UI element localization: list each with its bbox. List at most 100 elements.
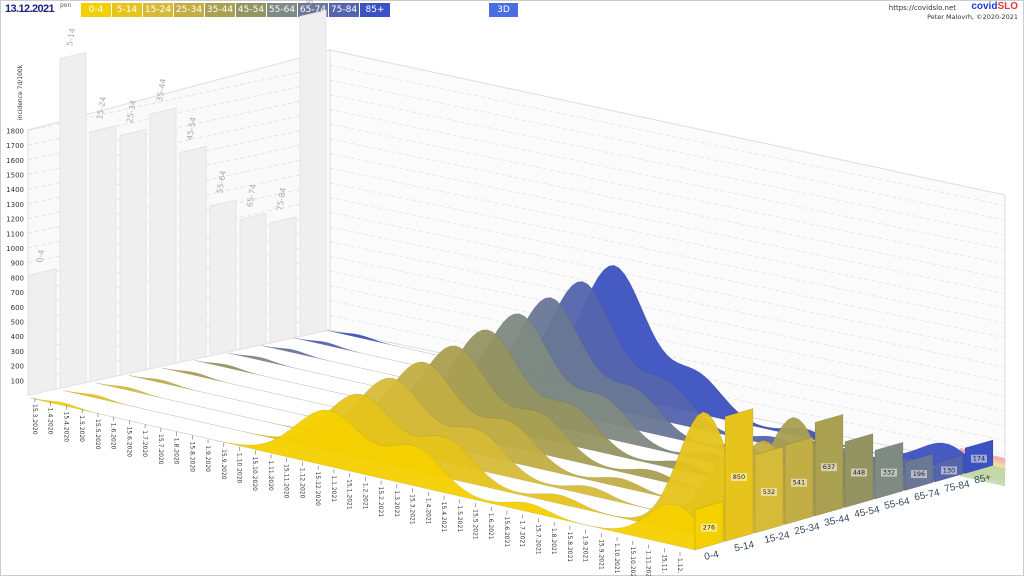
gridline-back bbox=[329, 138, 1006, 280]
legend-button-85+[interactable]: 85+ bbox=[360, 3, 390, 17]
x-tick-label: 15.3.2021 bbox=[409, 494, 416, 525]
y-tick-label: 100 bbox=[11, 377, 24, 385]
x-tick-label: 1.11.2021 bbox=[645, 550, 652, 576]
x-tick-label: 1.10.2021 bbox=[613, 543, 620, 574]
wall-bar-label: 55-64 bbox=[215, 170, 228, 194]
bar-label-bg bbox=[821, 463, 837, 472]
gridline-back bbox=[329, 241, 1006, 383]
x-tick-label: 1.7.2021 bbox=[519, 520, 526, 547]
x-tick-label: 1.10.2020 bbox=[236, 453, 243, 484]
x-tick-label: 1.5.2020 bbox=[78, 415, 85, 442]
wall-bar-label: 85+ bbox=[305, 0, 317, 5]
gridline-back bbox=[329, 109, 1006, 250]
category-label: 25-34 bbox=[793, 521, 821, 537]
report-date: 13.12.2021 bbox=[5, 3, 55, 15]
x-tick-label: 15.11.2020 bbox=[283, 464, 290, 499]
x-tick-label: 1.6.2021 bbox=[487, 513, 494, 540]
wall-bar-15-24 bbox=[89, 125, 117, 383]
wall-bar-label: 75-84 bbox=[275, 187, 288, 211]
x-tick-label: 1.2.2021 bbox=[361, 483, 368, 510]
gridline-back bbox=[329, 270, 1006, 412]
bar-label-bg bbox=[971, 454, 987, 463]
bar-label-bg bbox=[941, 466, 957, 475]
x-tick-label: 1.7.2020 bbox=[141, 430, 148, 457]
y-tick-label: 700 bbox=[11, 289, 24, 297]
y-tick-label: 1300 bbox=[6, 201, 24, 209]
legend-button-45-54[interactable]: 45-54 bbox=[236, 3, 266, 17]
x-tick-label: 15.1.2021 bbox=[346, 479, 353, 510]
legend-button-75-84[interactable]: 75-84 bbox=[329, 3, 359, 17]
bar-value-label: 130 bbox=[943, 466, 955, 474]
x-tick-label: 15.12.2020 bbox=[314, 472, 321, 507]
x-tick-label: 15.5.2020 bbox=[94, 419, 101, 450]
category-label: 5-14 bbox=[733, 539, 755, 554]
wall-bar-label: 65-74 bbox=[245, 183, 258, 207]
wall-bar-75-84 bbox=[269, 216, 297, 344]
y-tick-label: 1800 bbox=[6, 127, 24, 135]
legend-button-55-64[interactable]: 55-64 bbox=[267, 3, 297, 17]
wall-bar-label: 0-4 bbox=[35, 249, 46, 263]
y-tick-label: 1100 bbox=[6, 230, 24, 238]
category-label: 35-44 bbox=[823, 513, 851, 529]
wall-bar-35-44 bbox=[149, 107, 177, 370]
bar-value-label: 637 bbox=[823, 463, 835, 471]
bar-value-label: 196 bbox=[913, 470, 925, 478]
category-label: 85+ bbox=[973, 472, 992, 486]
gridline-back bbox=[329, 64, 1006, 206]
gridline-back bbox=[329, 94, 1006, 236]
bar-label-bg bbox=[731, 473, 747, 482]
x-tick-label: 15.8.2021 bbox=[566, 532, 573, 563]
x-tick-label: 15.5.2021 bbox=[471, 509, 478, 540]
bar-value-label: 532 bbox=[763, 488, 775, 496]
category-label: 0-4 bbox=[703, 549, 720, 563]
y-axis-label: incidence 7d/100k bbox=[17, 64, 24, 120]
gridline-back bbox=[329, 79, 1006, 221]
legend-button-25-34[interactable]: 25-34 bbox=[174, 3, 204, 17]
gridline-back bbox=[329, 256, 1006, 397]
brand-logo: covidSLO bbox=[971, 1, 1018, 12]
x-tick-label: 15.10.2020 bbox=[251, 457, 258, 492]
legend-button-5-14[interactable]: 5-14 bbox=[112, 3, 142, 17]
site-url[interactable]: https://covidslo.net bbox=[888, 4, 956, 12]
x-tick-label: 1.9.2020 bbox=[204, 445, 211, 472]
wall-bar-25-34 bbox=[119, 128, 147, 377]
bar-label-bg bbox=[701, 523, 717, 532]
y-tick-label: 300 bbox=[11, 348, 24, 356]
view-3d-button[interactable]: 3D bbox=[489, 3, 518, 17]
x-tick-label: 15.6.2021 bbox=[503, 517, 510, 548]
legend-button-35-44[interactable]: 35-44 bbox=[205, 3, 235, 17]
x-tick-label: 15.9.2021 bbox=[597, 539, 604, 570]
brand-part-b: SLO bbox=[997, 1, 1018, 12]
y-tick-label: 1200 bbox=[6, 216, 24, 224]
wall-bar-85+ bbox=[299, 9, 327, 338]
wall-bar-55-64 bbox=[209, 199, 237, 357]
wall-bar-label: 35-44 bbox=[155, 78, 168, 102]
x-tick-label: 15.7.2020 bbox=[157, 434, 164, 465]
y-tick-label: 900 bbox=[11, 260, 24, 268]
gridline-back bbox=[329, 167, 1006, 309]
author-credit: Peter Malovrh, ©2020-2021 bbox=[927, 13, 1018, 21]
y-tick-label: 1000 bbox=[6, 245, 24, 253]
wall-bar-label: 25-34 bbox=[125, 99, 138, 123]
x-tick-label: 15.7.2021 bbox=[534, 524, 541, 555]
x-tick-label: 1.3.2021 bbox=[393, 490, 400, 517]
bar-value-label: 541 bbox=[793, 479, 805, 487]
legend-button-15-24[interactable]: 15-24 bbox=[143, 3, 173, 17]
bar-label-bg bbox=[851, 468, 867, 477]
bar-value-label: 174 bbox=[973, 455, 985, 463]
gridline-back bbox=[329, 197, 1006, 339]
bar-value-label: 850 bbox=[733, 473, 745, 481]
gridline-back bbox=[329, 211, 1006, 353]
y-tick-label: 1500 bbox=[6, 172, 24, 180]
x-tick-label: 1.8.2020 bbox=[173, 438, 180, 465]
legend-button-0-4[interactable]: 0-4 bbox=[81, 3, 111, 17]
wall-bar-65-74 bbox=[239, 212, 267, 351]
x-tick-label: 1.11.2020 bbox=[267, 460, 274, 491]
x-tick-label: 1.12. bbox=[676, 558, 683, 573]
wall-bar-label: 15-24 bbox=[95, 96, 108, 120]
gridline-back bbox=[329, 182, 1006, 324]
x-tick-label: 15.9.2020 bbox=[220, 449, 227, 480]
bar-label-bg bbox=[761, 487, 777, 496]
y-tick-label: 500 bbox=[11, 319, 24, 327]
